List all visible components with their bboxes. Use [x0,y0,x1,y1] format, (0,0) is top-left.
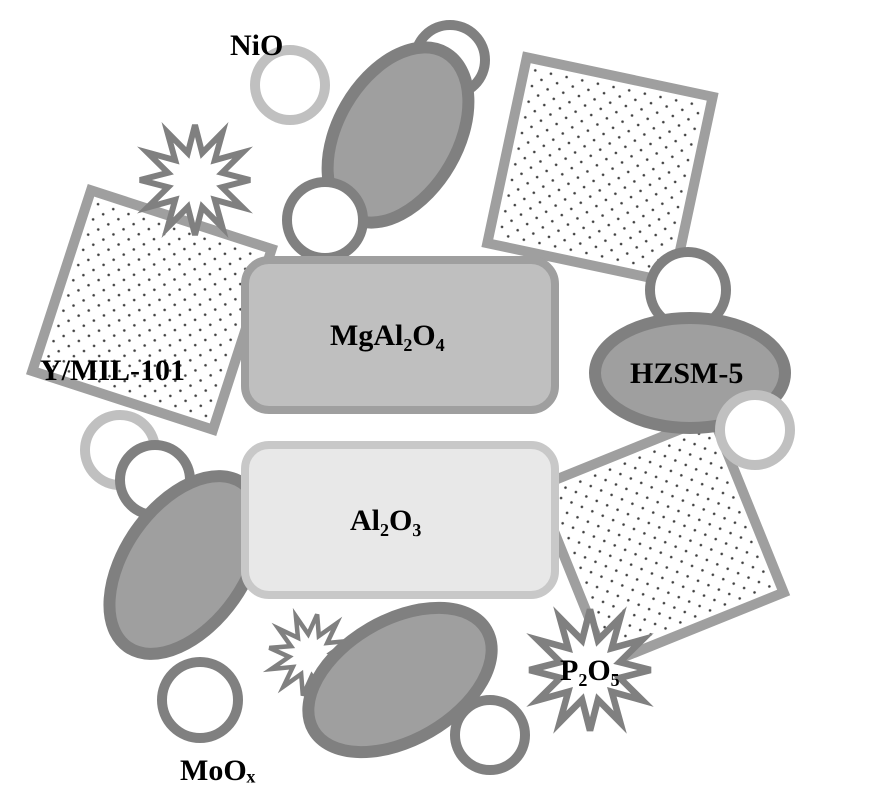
al2o3-label: Al₂O₃ [350,504,421,537]
moox-label: MoOₓ [180,754,256,787]
circle-shape [720,395,790,465]
circle-shape [162,662,238,738]
ymil-label: Y/MIL-101 [40,354,185,387]
p2o5-label: P₂O₅ [560,654,620,687]
nio-label: NiO [230,29,283,62]
mgal-label: MgAl₂O₄ [330,319,445,352]
dotted-box [32,190,271,429]
hzsm-label: HZSM-5 [630,357,743,390]
circle-shape [287,182,363,258]
circle-shape [455,700,525,770]
